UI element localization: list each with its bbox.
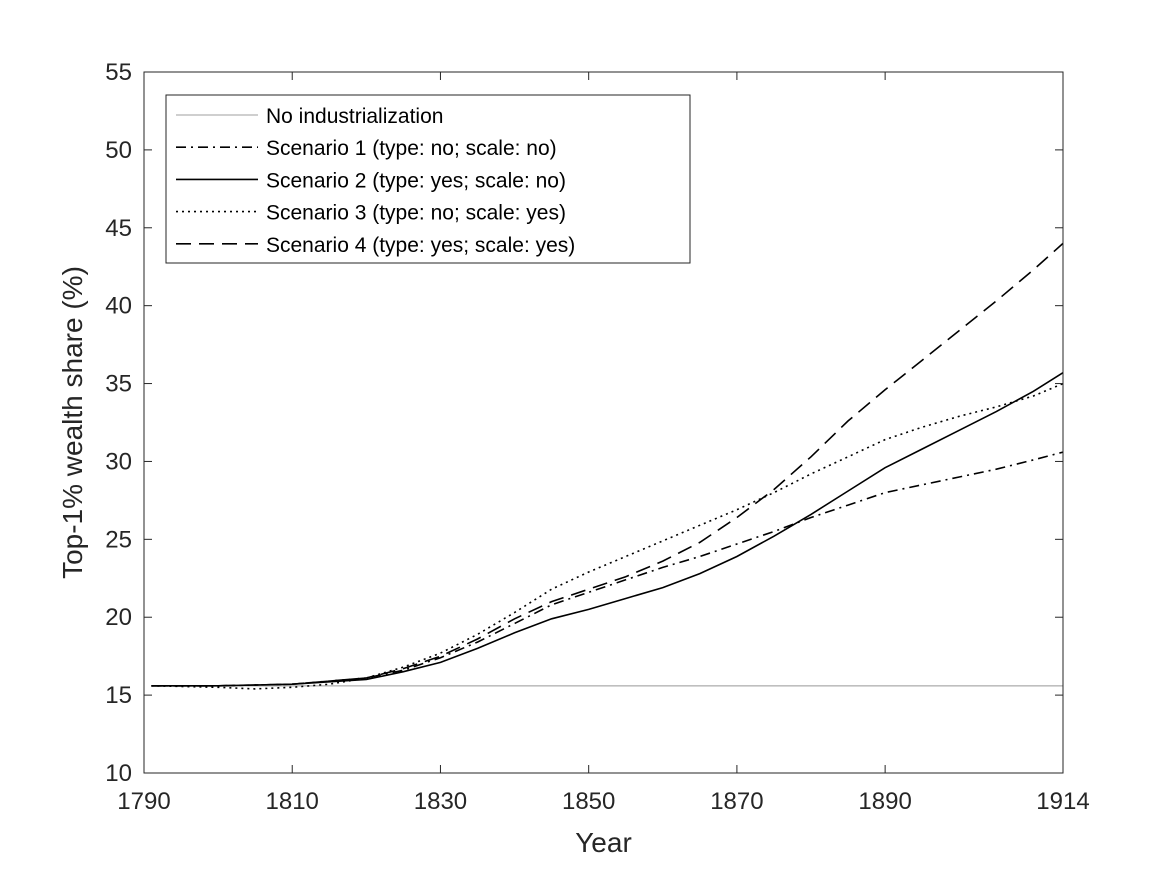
y-tick-label: 20: [105, 604, 132, 631]
axes: 1790 1810 1830 1850 1870 1890 1914 10 15 20 25 30 35…: [105, 59, 1089, 815]
y-tick-label: 45: [105, 215, 132, 242]
series-line-scenario-2: [151, 372, 1064, 687]
axes-box: [143, 71, 1064, 774]
y-axis-title: Top-1% wealth share (%): [57, 266, 88, 579]
y-tick-label: 35: [105, 371, 132, 398]
y-tick-label: 55: [105, 59, 132, 86]
legend-label: No industrialization: [266, 105, 443, 128]
legend: No industrialization Scenario 1 (type: no…: [165, 94, 691, 264]
x-tick-label: 1870: [710, 788, 763, 815]
y-tick-label: 30: [105, 448, 132, 475]
x-tick-label: 1850: [562, 788, 615, 815]
plot-area: [151, 242, 1064, 690]
x-tick-label: 1830: [414, 788, 467, 815]
y-tick-label: 25: [105, 526, 132, 553]
x-tick-label: 1810: [266, 788, 319, 815]
series-line-scenario-1: [151, 451, 1064, 687]
legend-label: Scenario 2 (type: yes; scale: no): [266, 169, 566, 192]
legend-label: Scenario 1 (type: no; scale: no): [266, 137, 557, 160]
x-tick-label: 1890: [858, 788, 911, 815]
y-tick-label: 40: [105, 293, 132, 320]
y-tick-label: 50: [105, 137, 132, 164]
x-tick-label: 1914: [1036, 788, 1089, 815]
legend-label: Scenario 3 (type: no; scale: yes): [266, 202, 566, 225]
x-axis-title: Year: [575, 827, 632, 858]
legend-label: Scenario 4 (type: yes; scale: yes): [266, 234, 575, 257]
series-line-scenario-4: [151, 242, 1064, 687]
x-tick-label: 1790: [117, 788, 170, 815]
y-tick-label: 10: [105, 760, 132, 787]
y-tick-label: 15: [105, 682, 132, 709]
